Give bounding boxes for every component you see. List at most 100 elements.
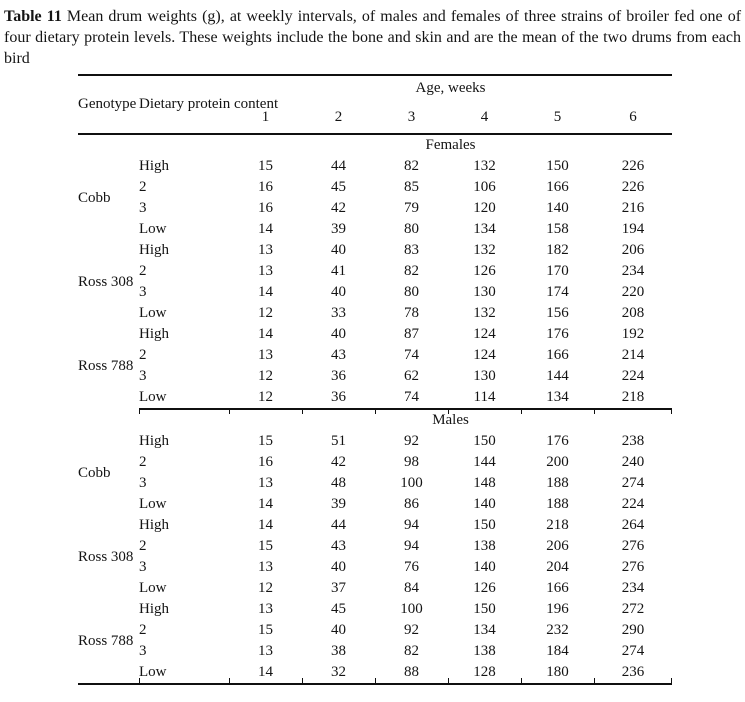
- protein-level-cell: High: [139, 326, 169, 342]
- weight-value-cell: 240: [621, 454, 645, 470]
- weight-value-cell: 134: [473, 622, 496, 638]
- protein-level-cell: Low: [139, 305, 167, 321]
- week-2-header: 2: [302, 101, 375, 135]
- weight-value-cell: 45: [331, 601, 346, 617]
- weight-value-cell: 16: [258, 454, 273, 470]
- drum-weights-table: Genotype Dietary protein content Age, we…: [78, 74, 673, 685]
- weight-value-cell: 39: [331, 221, 346, 237]
- protein-level-cell: High: [139, 242, 169, 258]
- data-row: Cobb High 15 51 92 150 176 238: [78, 431, 672, 481]
- weight-value-cell: 194: [621, 221, 645, 237]
- data-row: Low 14 39 80 134 158 194: [78, 219, 672, 240]
- data-row: Ross 308 High 14 44 94 150 218 264: [78, 515, 672, 565]
- protein-level-cell: 3: [139, 559, 147, 575]
- weight-value-cell: 44: [331, 158, 346, 174]
- protein-level-cell: Low: [139, 662, 229, 684]
- weight-value-cell: 100: [400, 475, 423, 491]
- section-header-row: Males: [78, 408, 673, 431]
- weight-value-cell: 36: [331, 389, 346, 405]
- weight-value-cell: 44: [331, 517, 346, 533]
- data-row: 2 15 40 92 134 232 290: [78, 620, 672, 641]
- document-page: Table 11 Mean drum weights (g), at weekl…: [0, 6, 745, 702]
- weight-value-cell: 83: [404, 242, 419, 258]
- weight-value-cell: 276: [621, 538, 645, 554]
- data-row: 3 14 40 80 130 174 220: [78, 282, 672, 303]
- weight-value-cell: 86: [404, 496, 419, 512]
- weight-value-cell: 150: [546, 158, 569, 174]
- weight-value-cell: 43: [331, 347, 346, 363]
- weight-value-cell: 188: [546, 475, 569, 491]
- weight-value-cell: 88: [375, 662, 448, 684]
- protein-level-cell: Low: [139, 221, 167, 237]
- weight-value-cell: 40: [331, 559, 346, 575]
- section-spacer-cell: [139, 134, 229, 156]
- protein-level-cell: 3: [139, 475, 147, 491]
- weight-value-cell: 13: [258, 347, 273, 363]
- weight-value-cell: 234: [621, 263, 645, 279]
- weight-value-cell: 36: [331, 368, 346, 384]
- weight-value-cell: 214: [621, 347, 645, 363]
- data-row: Low 12 36 74 114 134 218: [78, 387, 672, 409]
- section-spacer-cell: [139, 408, 229, 431]
- protein-level-cell: High: [139, 433, 169, 449]
- data-row: 2 16 45 85 106 166 226: [78, 177, 672, 198]
- section-label: Females: [425, 137, 476, 153]
- weight-value-cell: 124: [473, 347, 496, 363]
- weight-value-cell: 124: [473, 326, 496, 342]
- weight-value-cell: 200: [546, 454, 569, 470]
- week-5-header: 5: [521, 101, 594, 135]
- weight-value-cell: 132: [473, 158, 496, 174]
- weight-value-cell: 158: [546, 221, 569, 237]
- age-weeks-header: Age, weeks: [415, 80, 486, 96]
- weight-value-cell: 272: [621, 601, 645, 617]
- protein-level-cell: High: [139, 601, 169, 617]
- weight-value-cell: 232: [546, 622, 569, 638]
- section-header-row: Females: [78, 134, 672, 156]
- genotype-cell: Ross 308: [78, 273, 134, 290]
- data-row: 3 13 40 76 140 204 276: [78, 557, 672, 578]
- caption-text: Mean drum weights (g), at weekly interva…: [4, 8, 742, 67]
- weight-value-cell: 276: [621, 559, 645, 575]
- data-row: 2 15 43 94 138 206 276: [78, 536, 672, 557]
- weight-value-cell: 13: [258, 601, 273, 617]
- weight-value-cell: 41: [331, 263, 346, 279]
- data-row: Low 12 37 84 126 166 234: [78, 578, 672, 599]
- weight-value-cell: 220: [621, 284, 645, 300]
- weight-value-cell: 150: [473, 517, 496, 533]
- weight-value-cell: 13: [258, 559, 273, 575]
- protein-level-cell: 2: [139, 454, 147, 470]
- weight-value-cell: 42: [331, 454, 346, 470]
- weight-value-cell: 234: [621, 580, 645, 596]
- genotype-column-header: Genotype: [78, 75, 139, 135]
- protein-level-cell: 2: [139, 538, 147, 554]
- weight-value-cell: 224: [621, 496, 645, 512]
- protein-level-cell: 3: [139, 284, 147, 300]
- weight-value-cell: 174: [546, 284, 569, 300]
- table-body: Females Cobb High 15 44 82 132 150 226 2 16 45 85 106…: [78, 134, 673, 684]
- weight-value-cell: 130: [473, 284, 496, 300]
- weight-value-cell: 80: [404, 284, 419, 300]
- weight-value-cell: 134: [473, 221, 496, 237]
- weight-value-cell: 226: [621, 179, 645, 195]
- genotype-cell: Ross 788: [78, 358, 134, 374]
- weight-value-cell: 13: [258, 475, 273, 491]
- weight-value-cell: 14: [258, 284, 273, 300]
- genotype-cell: Cobb: [78, 464, 111, 481]
- weight-value-cell: 78: [404, 305, 419, 321]
- weight-value-cell: 132: [473, 305, 496, 321]
- weight-value-cell: 176: [546, 326, 569, 342]
- weight-value-cell: 82: [404, 643, 419, 659]
- protein-level-cell: 2: [139, 347, 147, 363]
- protein-level-cell: 2: [139, 622, 147, 638]
- weight-value-cell: 130: [473, 368, 496, 384]
- data-row: 2 16 42 98 144 200 240: [78, 452, 672, 473]
- weight-value-cell: 13: [258, 643, 273, 659]
- weight-value-cell: 180: [521, 662, 594, 684]
- weight-value-cell: 274: [621, 643, 645, 659]
- weight-value-cell: 45: [331, 179, 346, 195]
- weight-value-cell: 14: [229, 662, 302, 684]
- protein-level-cell: High: [139, 517, 169, 533]
- header-row-top: Genotype Dietary protein content Age, we…: [78, 75, 672, 135]
- weight-value-cell: 15: [258, 622, 273, 638]
- weight-value-cell: 144: [546, 368, 569, 384]
